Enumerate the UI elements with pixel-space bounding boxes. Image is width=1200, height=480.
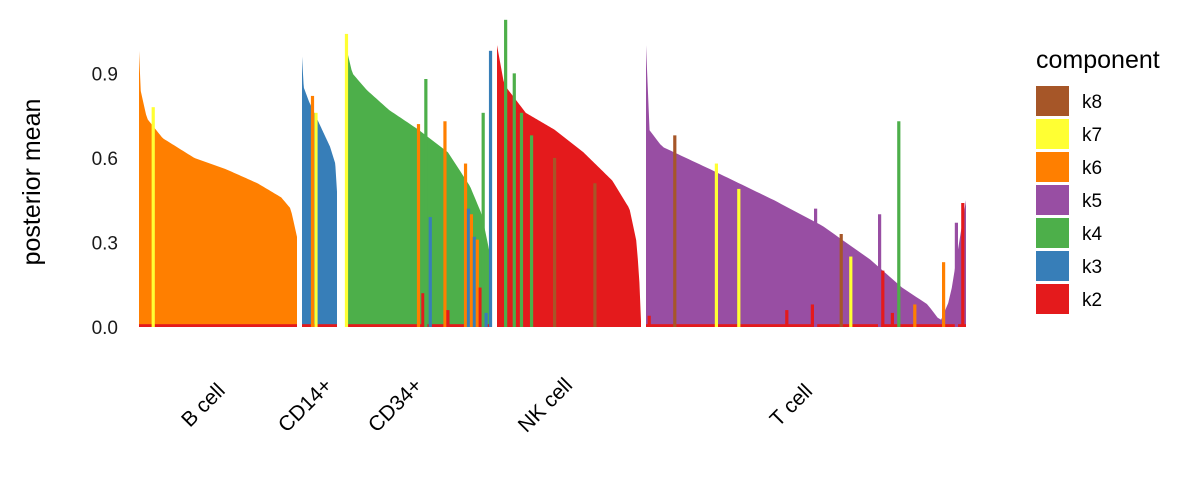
spike-t-cell-k5 — [878, 214, 882, 327]
stack-b-cell-k6 — [139, 50, 297, 327]
spike-t-cell-k2 — [810, 304, 814, 327]
baseline-cd14-k2 — [302, 324, 337, 327]
legend-label-k7: k7 — [1082, 125, 1102, 146]
spike-cd34-k2 — [446, 310, 450, 327]
legend-label-k3: k3 — [1082, 257, 1102, 278]
spike-b-cell-k7 — [151, 107, 155, 328]
spike-cd34-k3 — [488, 50, 493, 327]
spike-cd34-k6 — [469, 214, 474, 327]
spike-t-cell-k7 — [849, 256, 853, 327]
legend-swatch-k8 — [1036, 86, 1069, 116]
legend-label-k2: k2 — [1082, 290, 1102, 311]
baseline-t-cell-k2 — [646, 324, 966, 327]
y-tick-label: 0.9 — [92, 64, 118, 85]
spike-nk-cell-k8 — [553, 157, 557, 327]
y-axis: 0.0 0.3 0.6 0.9 posterior mean — [18, 64, 118, 339]
spike-cd34-k3 — [466, 208, 471, 327]
legend-swatch-k2 — [1036, 284, 1069, 314]
spike-cd34-k3 — [428, 217, 432, 327]
group-label-t-cell: T cell — [766, 380, 817, 431]
legend-swatch-k3 — [1036, 251, 1069, 281]
group-label-cd34: CD34+ — [364, 374, 427, 437]
spike-cd34-k2 — [421, 293, 425, 327]
legend-label-k6: k6 — [1082, 158, 1102, 179]
legend-label-k4: k4 — [1082, 224, 1103, 245]
spike-nk-cell-k8 — [593, 183, 597, 327]
spike-nk-cell-k4 — [529, 135, 534, 327]
spike-t-cell-k2 — [647, 315, 651, 327]
spike-cd14-k7 — [314, 112, 318, 327]
spike-cd34-k3 — [472, 236, 476, 327]
spike-cd34-k6 — [475, 239, 479, 327]
spike-t-cell-k2 — [961, 203, 965, 327]
legend-label-k8: k8 — [1082, 92, 1102, 113]
spike-nk-cell-k4 — [519, 112, 524, 327]
y-tick-label: 0.0 — [92, 318, 118, 339]
legend: component k8 k7 k6 k5 k4 k3 k2 — [1036, 46, 1160, 314]
spike-cd14-k6 — [310, 95, 315, 327]
spike-t-cell-k5 — [954, 222, 958, 327]
y-tick-label: 0.6 — [92, 149, 118, 170]
spike-cd34-k6 — [443, 121, 447, 328]
group-label-b-cell: B cell — [177, 379, 230, 432]
spike-nk-cell-k4 — [512, 73, 516, 327]
spike-nk-cell-k4 — [504, 19, 508, 327]
group-label-cd14: CD14+ — [274, 374, 337, 437]
group-label-nk-cell: NK cell — [514, 374, 577, 437]
spike-cd34-k6 — [416, 124, 421, 327]
spike-t-cell-k2 — [785, 310, 789, 327]
spike-cd34-k4 — [424, 79, 428, 327]
spike-cd34-k4 — [481, 112, 485, 327]
legend-label-k5: k5 — [1082, 191, 1102, 212]
spike-cd34-k7 — [344, 33, 349, 327]
spike-t-cell-k8 — [673, 135, 677, 327]
legend-swatch-k4 — [1036, 218, 1069, 248]
spike-t-cell-k6 — [942, 262, 946, 327]
spike-t-cell-k4 — [897, 121, 901, 328]
legend-swatch-k5 — [1036, 185, 1069, 215]
x-axis-group-labels: B cell CD14+ CD34+ NK cell T cell — [177, 374, 817, 437]
y-axis-title: posterior mean — [18, 99, 46, 266]
baseline-b-cell-k2 — [139, 324, 297, 327]
spike-cd34-k3 — [484, 312, 488, 327]
legend-title: component — [1036, 46, 1160, 74]
spike-t-cell-k2 — [881, 270, 885, 327]
stack-t-cell-k5 — [646, 45, 966, 328]
spike-t-cell-k2 — [890, 312, 894, 327]
legend-swatch-k6 — [1036, 152, 1069, 182]
stack-nk-cell-k2 — [497, 45, 641, 328]
spike-cd34-k6 — [463, 163, 468, 327]
spike-t-cell-k5 — [814, 208, 818, 327]
legend-swatch-k7 — [1036, 119, 1069, 149]
spike-t-cell-k7 — [714, 163, 718, 327]
spike-t-cell-k6 — [913, 304, 917, 327]
spike-cd34-k2 — [478, 287, 482, 327]
plot-area — [139, 19, 966, 328]
stack-cd14-k3 — [302, 56, 337, 327]
y-tick-label: 0.3 — [92, 233, 118, 254]
spike-t-cell-k7 — [737, 188, 741, 327]
spike-t-cell-k8 — [839, 234, 843, 327]
